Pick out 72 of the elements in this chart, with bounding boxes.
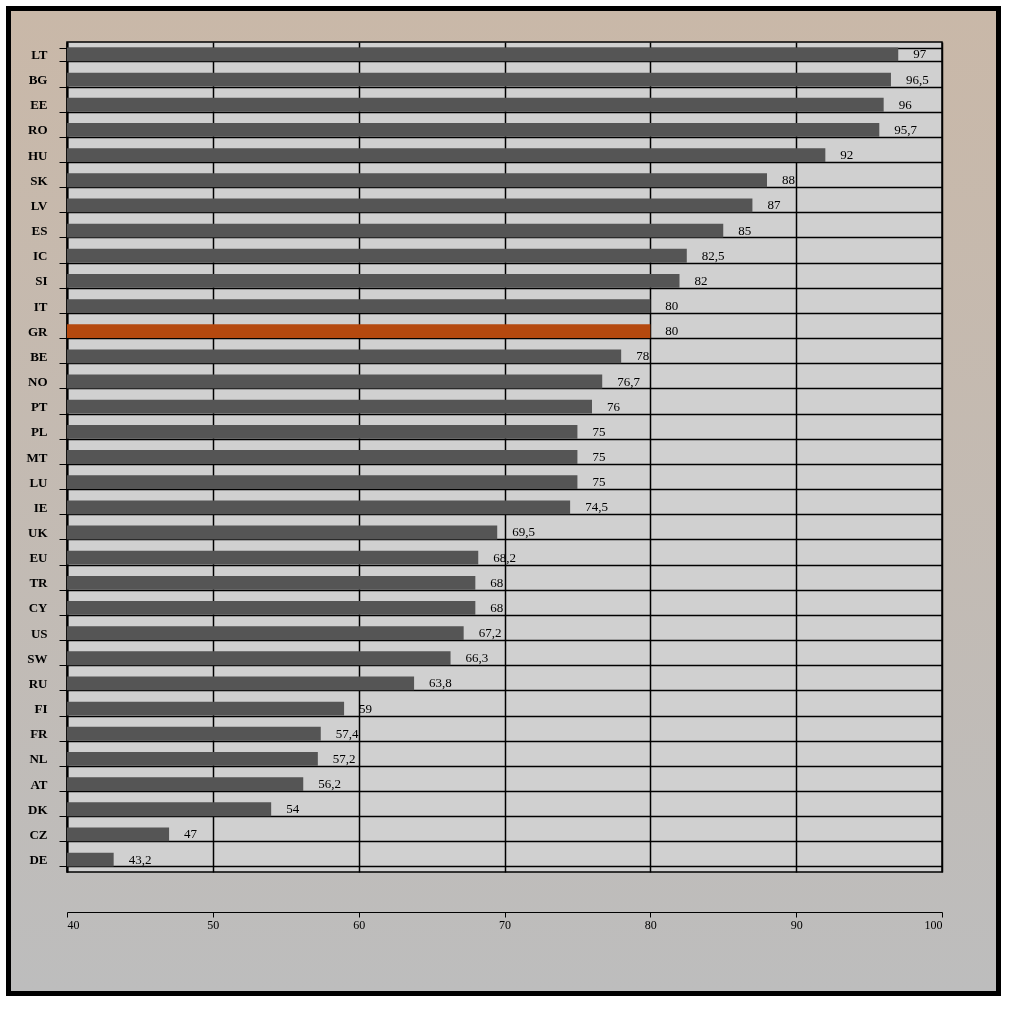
x-tick-label: 90: [790, 917, 803, 932]
y-tick-label: AT: [30, 776, 48, 792]
y-tick-label: FR: [30, 726, 49, 742]
y-tick-label: IE: [33, 499, 48, 515]
y-tick-label: DK: [28, 801, 49, 817]
data-label: 74,5: [585, 499, 608, 515]
data-label: 59: [359, 700, 373, 716]
data-label: 57,2: [332, 750, 356, 766]
data-label: 68: [490, 574, 504, 590]
y-tick-label: HU: [28, 147, 49, 163]
data-label: 82: [694, 272, 708, 288]
data-label: 95,7: [894, 121, 918, 137]
y-tick-label: US: [30, 625, 48, 641]
data-label: 43,2: [128, 851, 152, 867]
y-tick-label: SI: [35, 273, 48, 289]
data-label: 69,5: [512, 524, 535, 540]
data-label: 47: [184, 826, 198, 842]
y-tick-label: PT: [30, 399, 48, 415]
data-label: 75: [592, 474, 606, 490]
data-label: 66,3: [465, 650, 489, 666]
data-label: 96: [898, 96, 913, 112]
y-tick-label: UK: [28, 524, 49, 540]
data-label: 75: [592, 423, 606, 439]
y-tick-label: LV: [30, 197, 49, 213]
y-tick-label: IC: [33, 248, 48, 264]
y-tick-label: PL: [30, 424, 48, 440]
data-label: 97: [913, 46, 927, 62]
data-label: 56,2: [318, 776, 341, 792]
y-tick-label: EU: [29, 550, 49, 566]
x-tick-label: 70: [499, 917, 511, 932]
y-tick-label: LT: [31, 46, 48, 62]
y-tick-label: IT: [33, 298, 48, 314]
data-label: 87: [767, 197, 781, 213]
data-label: 54: [286, 801, 300, 817]
data-label: 78: [636, 348, 650, 364]
y-tick-label: TR: [29, 575, 49, 591]
data-label: 67,2: [478, 625, 502, 641]
data-label: 68: [490, 599, 504, 615]
y-tick-label: SW: [27, 650, 48, 666]
y-tick-label: ES: [31, 223, 48, 239]
y-tick-label: CZ: [29, 826, 48, 842]
y-tick-label: NL: [29, 751, 48, 767]
data-label: 82,5: [701, 247, 725, 263]
data-label: 75: [592, 449, 606, 464]
y-tick-label: NO: [28, 374, 48, 390]
data-label: 76,7: [617, 373, 641, 389]
y-tick-label: EE: [30, 97, 48, 113]
data-label: 92: [840, 147, 854, 163]
x-tick-label: 60: [353, 917, 366, 932]
y-tick-label: LU: [29, 474, 49, 490]
x-tick-label: 40: [67, 917, 80, 932]
y-tick-label: CY: [28, 600, 49, 616]
x-tick-label: 100: [924, 917, 943, 932]
data-label: 96,5: [905, 71, 929, 87]
y-tick-label: FI: [34, 701, 48, 717]
y-tick-label: GR: [28, 323, 49, 339]
y-tick-label: MT: [26, 449, 48, 465]
data-label: 80: [665, 298, 679, 314]
data-label: 63,8: [429, 675, 452, 691]
data-label: 76: [607, 398, 621, 414]
data-label: 57,4: [335, 725, 359, 741]
data-label: 88: [782, 172, 795, 188]
y-tick-label: RO: [28, 122, 48, 138]
y-tick-label: DE: [29, 852, 48, 868]
data-label: 80: [665, 323, 679, 339]
y-tick-label: SK: [30, 172, 49, 188]
y-tick-label: RU: [28, 675, 49, 691]
y-tick-label: BG: [28, 72, 48, 88]
x-tick-label: 50: [207, 917, 220, 932]
x-tick-label: 80: [644, 917, 657, 932]
y-tick-label: BE: [30, 348, 48, 364]
data-label: 85: [738, 222, 752, 238]
